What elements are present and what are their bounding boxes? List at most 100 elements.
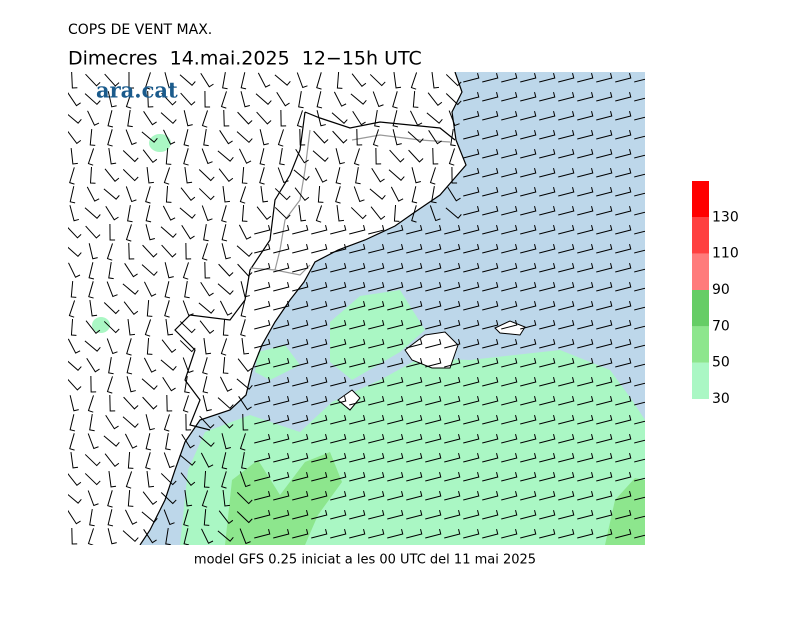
wind-barb (184, 490, 193, 507)
wind-barb (444, 358, 461, 368)
wind-barb (634, 458, 645, 463)
wind-barb (577, 415, 594, 425)
wind-barb (444, 396, 461, 406)
wind-barb (296, 72, 308, 89)
wind-barb (84, 454, 101, 467)
wind-barb (577, 92, 594, 102)
wind-barb (273, 225, 290, 235)
wind-barb (127, 451, 134, 469)
wind-barb (223, 109, 230, 127)
colorbar-label: 110 (712, 246, 739, 262)
wind-barb (634, 363, 645, 368)
wind-barb (68, 510, 81, 525)
wind-barb (311, 396, 328, 406)
wind-barb (106, 281, 118, 298)
wind-barb (387, 453, 404, 463)
wind-barb (368, 396, 385, 406)
wind-barb (463, 73, 480, 83)
wind-barb (429, 167, 436, 185)
wind-barb (259, 148, 266, 166)
wind-barb (615, 206, 632, 216)
wind-barb (577, 529, 594, 539)
wind-barb (387, 529, 404, 539)
wind-barb (330, 453, 347, 463)
wind-barb (411, 167, 421, 184)
wind-barb (387, 415, 404, 425)
wind-barb (425, 453, 442, 463)
wind-barb (444, 377, 461, 387)
wind-barb (317, 185, 324, 203)
wind-barb (107, 509, 114, 527)
wind-barb (596, 339, 613, 349)
wind-barb (463, 358, 480, 368)
wind-barb (539, 149, 556, 159)
wind-barb (165, 185, 172, 203)
wind-barb (444, 491, 461, 501)
wind-barb (577, 168, 594, 178)
wind-barb (482, 472, 499, 482)
wind-barb (222, 185, 231, 203)
wind-barb (179, 321, 196, 334)
wind-barb (501, 415, 518, 425)
wind-barb (406, 453, 423, 463)
wind-barb (349, 282, 366, 292)
wind-barb (143, 529, 157, 544)
wind-barb (218, 510, 234, 525)
wind-barb (87, 528, 94, 545)
wind-barb (143, 281, 157, 297)
wind-barb (162, 377, 176, 392)
wind-barb (374, 110, 380, 128)
wind-barb (220, 338, 228, 356)
wind-barb (368, 358, 385, 368)
wind-barb (596, 320, 613, 330)
wind-barb (520, 301, 537, 311)
wind-barb (222, 489, 230, 507)
wind-barb (558, 130, 575, 140)
wind-barb (68, 92, 81, 107)
wind-barb (539, 73, 556, 83)
wind-barb (311, 358, 328, 368)
gust-30 (149, 134, 171, 152)
wind-barb (411, 205, 417, 223)
wind-barb (85, 225, 101, 239)
wind-barb (296, 110, 303, 128)
wind-barb (615, 377, 632, 387)
wind-barb (539, 377, 556, 387)
wind-barb (349, 434, 366, 444)
wind-barb (425, 529, 442, 539)
wind-barb (164, 262, 174, 279)
wind-barb (558, 244, 575, 254)
wind-barb (335, 148, 345, 165)
wind-barb (407, 131, 424, 144)
wind-barb (142, 396, 158, 410)
wind-barb (126, 376, 136, 393)
wind-barb (425, 510, 442, 520)
wind-barb (184, 167, 193, 184)
colorbar-segment (692, 253, 709, 290)
wind-barb (445, 207, 462, 219)
wind-barb (127, 318, 136, 336)
wind-barb (276, 91, 290, 107)
wind-barb (577, 301, 594, 311)
wind-barb (349, 491, 366, 501)
wind-barb (349, 396, 366, 406)
wind-barb (444, 510, 461, 520)
wind-barb (463, 282, 480, 292)
wind-barb (311, 339, 328, 349)
wind-barb (254, 396, 271, 406)
wind-barb (273, 510, 290, 520)
wind-barb (219, 130, 233, 145)
wind-barb (372, 91, 384, 108)
wind-barb (292, 434, 309, 444)
wind-barb (387, 510, 404, 520)
wind-barb (445, 74, 462, 87)
wind-barb (68, 360, 82, 371)
wind-barb (444, 453, 461, 463)
wind-barb (596, 301, 613, 311)
wind-barb (352, 111, 366, 126)
wind-barb (444, 225, 461, 235)
wind-barb (558, 92, 575, 102)
wind-barb (125, 129, 137, 146)
wind-barb (330, 358, 347, 368)
wind-barb (501, 149, 518, 159)
